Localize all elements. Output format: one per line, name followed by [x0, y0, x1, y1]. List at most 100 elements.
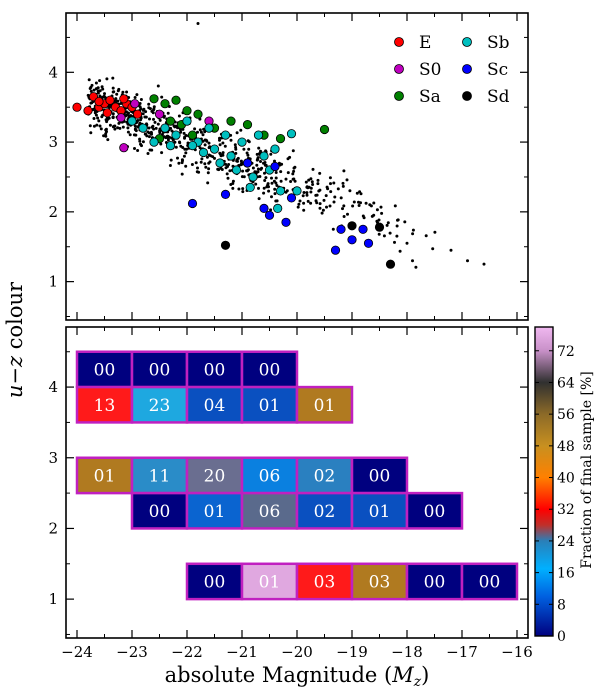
heat-cell: 02 [295, 456, 354, 495]
sample-dot [298, 199, 302, 203]
sample-dot [372, 201, 376, 205]
sample-dot [166, 138, 170, 142]
sample-dot [305, 193, 309, 197]
sample-dot [318, 206, 322, 210]
heat-cell-label: 04 [204, 396, 226, 416]
legend-marker-Sb [462, 37, 472, 47]
sample-dot [117, 121, 121, 125]
sample-dot [205, 139, 209, 143]
heat-cell-label: 03 [314, 572, 336, 592]
sample-dot [207, 141, 211, 145]
sample-dot [256, 167, 260, 171]
sample-dot [121, 125, 125, 129]
sample-dot [297, 202, 301, 206]
sample-dot [141, 140, 145, 144]
sample-dot [310, 180, 314, 184]
y-axis-label: u−z colour [3, 281, 27, 398]
sample-dot [314, 199, 318, 203]
point-E [105, 95, 115, 105]
y-tick-label: 2 [48, 203, 58, 221]
heat-cell-label: 00 [479, 572, 501, 592]
heat-cell: 00 [350, 456, 409, 495]
point-Sb [226, 151, 236, 161]
sample-dot [190, 163, 194, 166]
sample-dot [199, 160, 203, 164]
point-Sc [259, 203, 269, 213]
point-Sb [231, 165, 242, 175]
series-Sc [187, 158, 374, 255]
y-tick-label: 4 [48, 378, 58, 396]
heat-cell: 00 [405, 562, 464, 601]
heat-cell-label: 01 [259, 396, 281, 416]
sample-dot [218, 143, 222, 147]
point-Sb [204, 123, 214, 133]
heat-cell-rect [240, 491, 299, 530]
sample-dot [272, 179, 276, 183]
sample-dot [296, 205, 300, 209]
sample-dot [348, 189, 352, 193]
x-tick-label: −20 [281, 643, 313, 661]
heat-cell: 00 [460, 562, 519, 601]
sample-dot [305, 185, 309, 189]
heat-cell-rect [185, 562, 244, 601]
sample-dot [204, 165, 208, 169]
sample-dot [95, 123, 99, 127]
sample-dot [98, 79, 102, 83]
sample-dot [152, 117, 155, 121]
sample-dot [208, 160, 212, 164]
point-Sb [209, 144, 220, 154]
sample-dot [351, 204, 355, 208]
sample-dot [99, 127, 103, 131]
legend-label-Sa: Sa [419, 87, 441, 107]
sample-dot [329, 182, 332, 186]
sample-dot [302, 201, 306, 205]
sample-dot [139, 98, 143, 101]
sample-dot [233, 143, 237, 147]
sample-dot [89, 85, 93, 89]
sample-dot [117, 87, 121, 91]
legend-label-S0: S0 [419, 60, 441, 80]
sample-dot [339, 196, 343, 200]
legend-marker-S0 [394, 64, 404, 74]
point-Sb [248, 172, 258, 182]
sample-dot [116, 99, 120, 103]
sample-dot [318, 188, 322, 192]
sample-dot [180, 172, 184, 176]
series-S0 [116, 99, 214, 153]
sample-dot [183, 136, 186, 140]
sample-dot [315, 193, 319, 197]
heat-cell-label: 13 [94, 396, 116, 416]
x-tick-label: −23 [116, 643, 148, 661]
sample-dot [241, 187, 245, 191]
point-Sc [347, 235, 357, 245]
sample-dot [116, 126, 120, 130]
sample-dot [368, 203, 372, 207]
sample-dot [184, 151, 188, 155]
heat-cell: 11 [130, 456, 189, 495]
sample-dot [318, 202, 322, 206]
heat-cell: 00 [75, 350, 134, 389]
sample-dot [196, 21, 200, 25]
sample-dot [341, 184, 345, 188]
sample-dot [307, 178, 311, 182]
series-Sb [127, 116, 302, 213]
sample-dot [346, 212, 349, 216]
sample-dot [105, 77, 109, 81]
sample-dot [128, 133, 132, 137]
sample-dot [293, 179, 297, 183]
sample-dot [158, 118, 162, 122]
sample-dot [141, 112, 145, 116]
sample-dot [291, 177, 295, 181]
sample-dot [213, 156, 216, 160]
sample-dot [94, 81, 98, 85]
sample-dot [411, 259, 414, 263]
sample-dot [270, 181, 274, 185]
y-tick-label: 3 [48, 449, 58, 467]
heat-cell-label: 00 [149, 360, 171, 380]
sample-dot [267, 189, 271, 193]
sample-dot [332, 181, 336, 185]
sample-dot [279, 179, 283, 183]
heat-cell-rect [295, 385, 354, 424]
sample-dot [221, 141, 225, 145]
sample-dot [164, 136, 168, 140]
